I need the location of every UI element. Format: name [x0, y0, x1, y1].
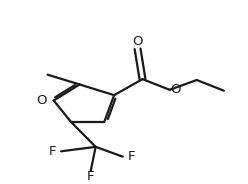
- Text: O: O: [170, 83, 180, 96]
- Text: F: F: [87, 170, 94, 183]
- Text: F: F: [49, 145, 56, 158]
- Text: O: O: [132, 35, 143, 48]
- Text: F: F: [128, 150, 135, 163]
- Text: O: O: [37, 94, 47, 107]
